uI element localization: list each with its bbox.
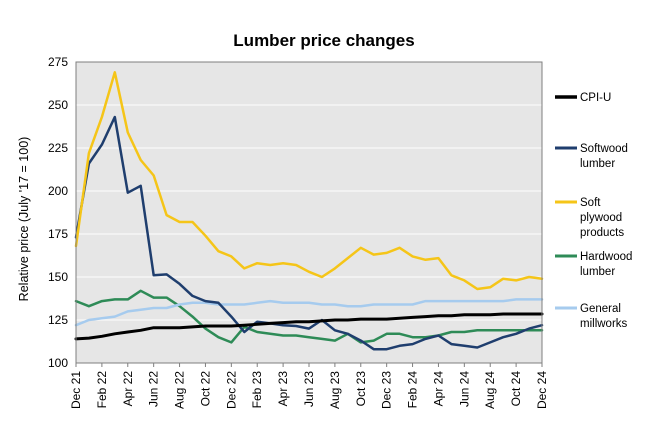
y-tick-label: 150 [48,270,68,284]
x-tick-label: Aug 24 [483,371,497,409]
x-tick-label: Apr 23 [276,371,290,407]
plot-area [76,62,542,363]
series-line-general-millworks [74,298,544,327]
x-tick-label: Oct 23 [354,371,368,407]
legend-label-cpi-u: CPI-U [580,92,611,104]
legend-label-soft-plywood-products: products [580,227,624,239]
series-lines [74,71,544,351]
y-tick-label: 100 [48,356,68,370]
legend-label-soft-plywood-products: Soft [580,197,601,209]
x-tick-label: Feb 23 [250,371,264,409]
y-tick-label: 175 [48,227,68,241]
plot-border [75,61,543,364]
y-axis-label: Relative price (July '17 = 100) [17,137,31,302]
y-tick-label: 250 [48,98,68,112]
y-tick-label: 125 [48,313,68,327]
x-tick-label: Feb 22 [95,371,109,409]
x-tick-label: Aug 23 [328,371,342,409]
x-tick-label: Jun 23 [302,371,316,407]
x-axis-ticks: Dec 21 Feb 22 Apr 22 Jun 22 Aug 22 Oct 22 Dec … [69,363,549,409]
legend-label-general-millworks: General [580,303,621,315]
x-tick-label: Apr 24 [431,371,445,407]
x-tick-label: Jun 24 [457,371,471,407]
legend-label-soft-plywood-products: plywood [580,212,622,224]
x-tick-label: Oct 24 [509,371,523,407]
legend-label-hardwood-lumber: lumber [580,266,615,278]
x-tick-label: Dec 23 [380,371,394,409]
legend-label-softwood-lumber: Softwood [580,143,628,155]
legend: CPI-U Softwood lumber Soft plywood products Ha… [555,92,632,330]
series-line-hardwood-lumber [74,289,544,344]
legend-label-hardwood-lumber: Hardwood [580,251,632,263]
y-tick-label: 275 [48,55,68,69]
legend-label-general-millworks: millworks [580,318,628,330]
x-tick-label: Apr 22 [121,371,135,407]
series-line-cpi-u [74,312,544,341]
chart-title: Lumber price changes [233,31,414,50]
series-line-soft-plywood-products [74,71,544,291]
y-tick-label: 225 [48,141,68,155]
x-tick-label: Dec 21 [69,371,83,409]
x-tick-label: Dec 24 [535,371,549,409]
x-tick-label: Aug 22 [173,371,187,409]
y-tick-label: 200 [48,184,68,198]
legend-label-softwood-lumber: lumber [580,158,615,170]
x-tick-label: Jun 22 [147,371,161,407]
y-axis-ticks: 100 125 150 175 200 225 250 275 [48,55,68,370]
series-line-softwood-lumber [74,115,544,351]
x-tick-label: Oct 22 [198,371,212,407]
gridlines [76,104,542,321]
x-tick-label: Feb 24 [406,371,420,409]
x-tick-label: Dec 22 [224,371,238,409]
